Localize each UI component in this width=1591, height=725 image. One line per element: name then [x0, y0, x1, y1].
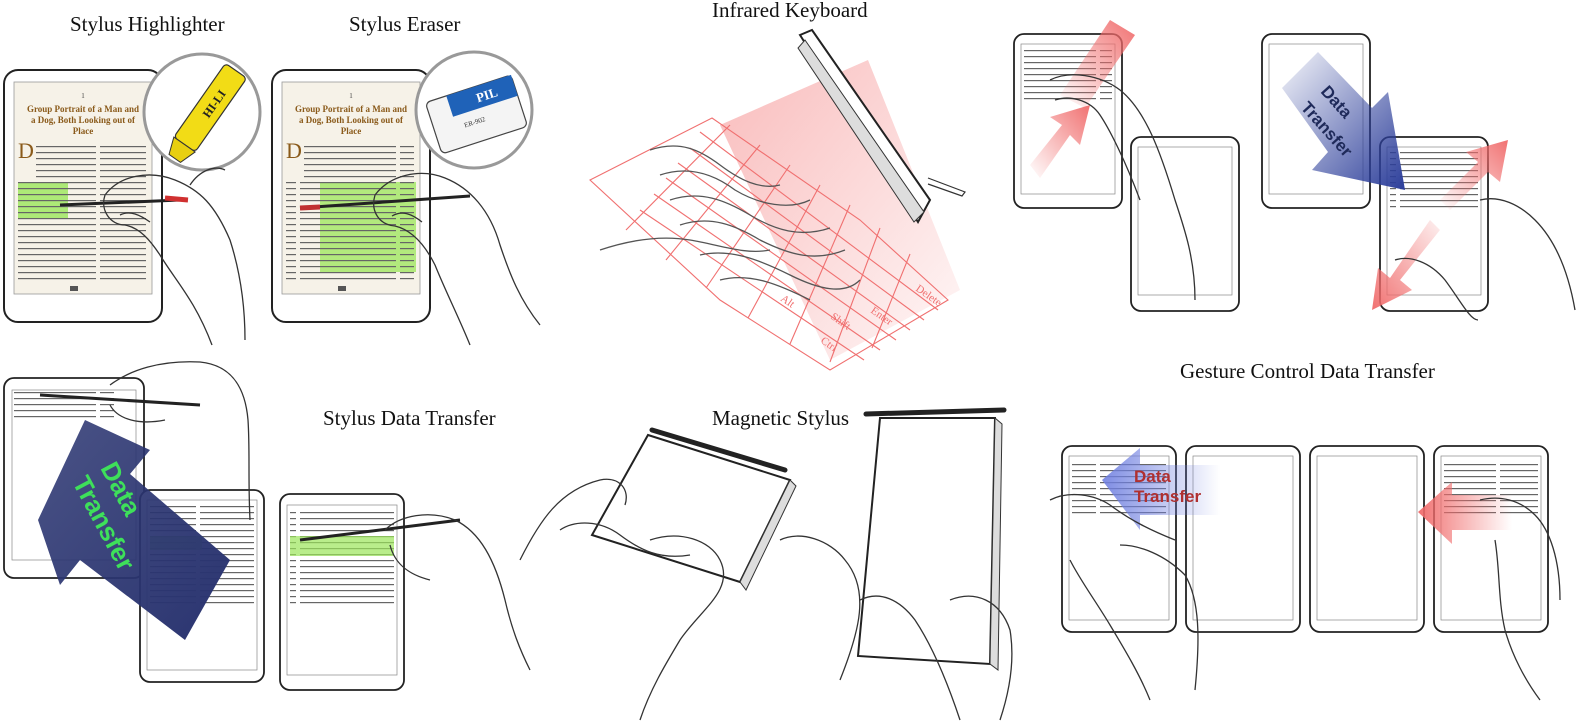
tr-red-arrows-right: [1372, 140, 1508, 310]
sdt-hands: [39, 361, 531, 671]
highlighter-tablet: 1 Group Portrait of a Man and a Dog, Bot…: [3, 69, 163, 323]
mag-tablet-left: [590, 433, 797, 591]
hand-with-stylus-1: [59, 167, 246, 346]
gesture-red-arrow: [1418, 482, 1512, 544]
gesture-hands: [1049, 493, 1561, 701]
tr-tablet-bottom: [1130, 136, 1240, 312]
highlighter-zoom-circle: HI-LI: [142, 52, 262, 172]
title-stylus-highlighter: Stylus Highlighter: [70, 12, 225, 36]
tr-hands: [1049, 74, 1576, 321]
title-stylus-eraser: Stylus Eraser: [349, 12, 461, 36]
magnetic-stylus-scene: [519, 407, 1013, 721]
book-title-line2: a Dog, Both Looking out of: [299, 115, 404, 125]
stylus-attached-1: [649, 427, 788, 473]
title-gesture-control-data-transfer: Gesture Control Data Transfer: [1180, 359, 1435, 383]
arrow-label-data: Data: [1134, 467, 1171, 486]
title-infrared-keyboard: Infrared Keyboard: [712, 0, 868, 22]
infrared-keyboard-scene: Delete Enter Shift Ctrl Alt: [589, 28, 966, 371]
mag-tablet-right: [856, 416, 1003, 671]
mag-hands: [519, 478, 1013, 721]
book-title-line1: Group Portrait of a Man and: [27, 104, 139, 114]
gesture-blue-arrow: Data Transfer: [1102, 448, 1220, 530]
arrow-label-transfer: Transfer: [1134, 487, 1201, 506]
book-title-line2: a Dog, Both Looking out of: [31, 115, 136, 125]
title-stylus-data-transfer: Stylus Data Transfer: [323, 406, 496, 430]
key-alt: Alt: [778, 293, 796, 311]
eraser-zoom-circle: PIL ER-902: [414, 50, 534, 170]
projector-tablet: [797, 28, 966, 224]
hand-with-stylus-2: [299, 172, 541, 346]
projected-keyboard: [589, 117, 949, 371]
tr-red-arrows-left: [1030, 20, 1135, 178]
stylus-attached-2: [863, 407, 1007, 417]
eraser-brand: PIL: [474, 84, 500, 105]
sdt-tablet-right: [279, 493, 405, 691]
page-number: 1: [81, 92, 85, 100]
sdt-navy-arrow: Data Transfer: [38, 420, 230, 640]
gesture-tablet-4: [1433, 445, 1549, 633]
book-title-line3: Place: [341, 126, 362, 136]
book-title-line3: Place: [73, 126, 94, 136]
title-magnetic-stylus: Magnetic Stylus: [712, 406, 850, 430]
drop-cap: D: [18, 138, 34, 163]
book-title-line1: Group Portrait of a Man and: [295, 104, 407, 114]
gesture-tablet-3: [1309, 445, 1425, 633]
eraser-tablet: 1 Group Portrait of a Man and a Dog, Bot…: [271, 69, 431, 323]
typing-hands: [599, 145, 861, 301]
laser-beam: [720, 60, 960, 360]
drop-cap: D: [286, 138, 302, 163]
page-number: 1: [349, 92, 353, 100]
